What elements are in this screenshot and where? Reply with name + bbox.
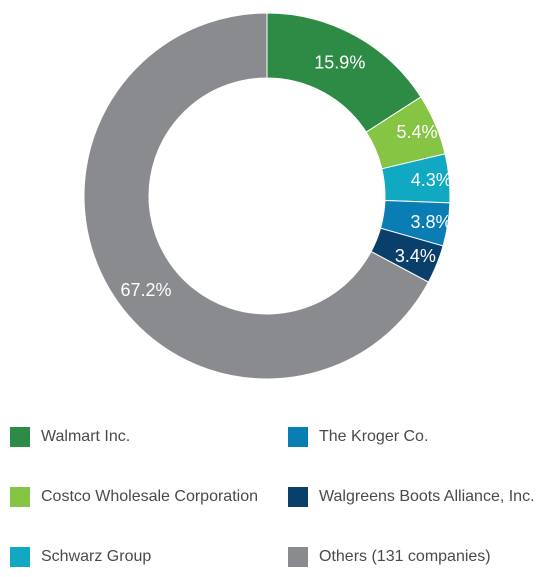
slice-others-131-companies	[83, 12, 430, 380]
data-label: 4.3%	[411, 170, 452, 190]
data-label: 3.4%	[395, 246, 436, 266]
data-label: 5.4%	[396, 122, 437, 142]
data-label: 3.8%	[410, 212, 451, 232]
donut-labels: 15.9% 5.4% 4.3% 3.8% 3.4% 67.2%	[120, 53, 451, 300]
donut-slices	[83, 12, 451, 380]
data-label: 67.2%	[120, 280, 171, 300]
data-label: 15.9%	[314, 53, 365, 73]
